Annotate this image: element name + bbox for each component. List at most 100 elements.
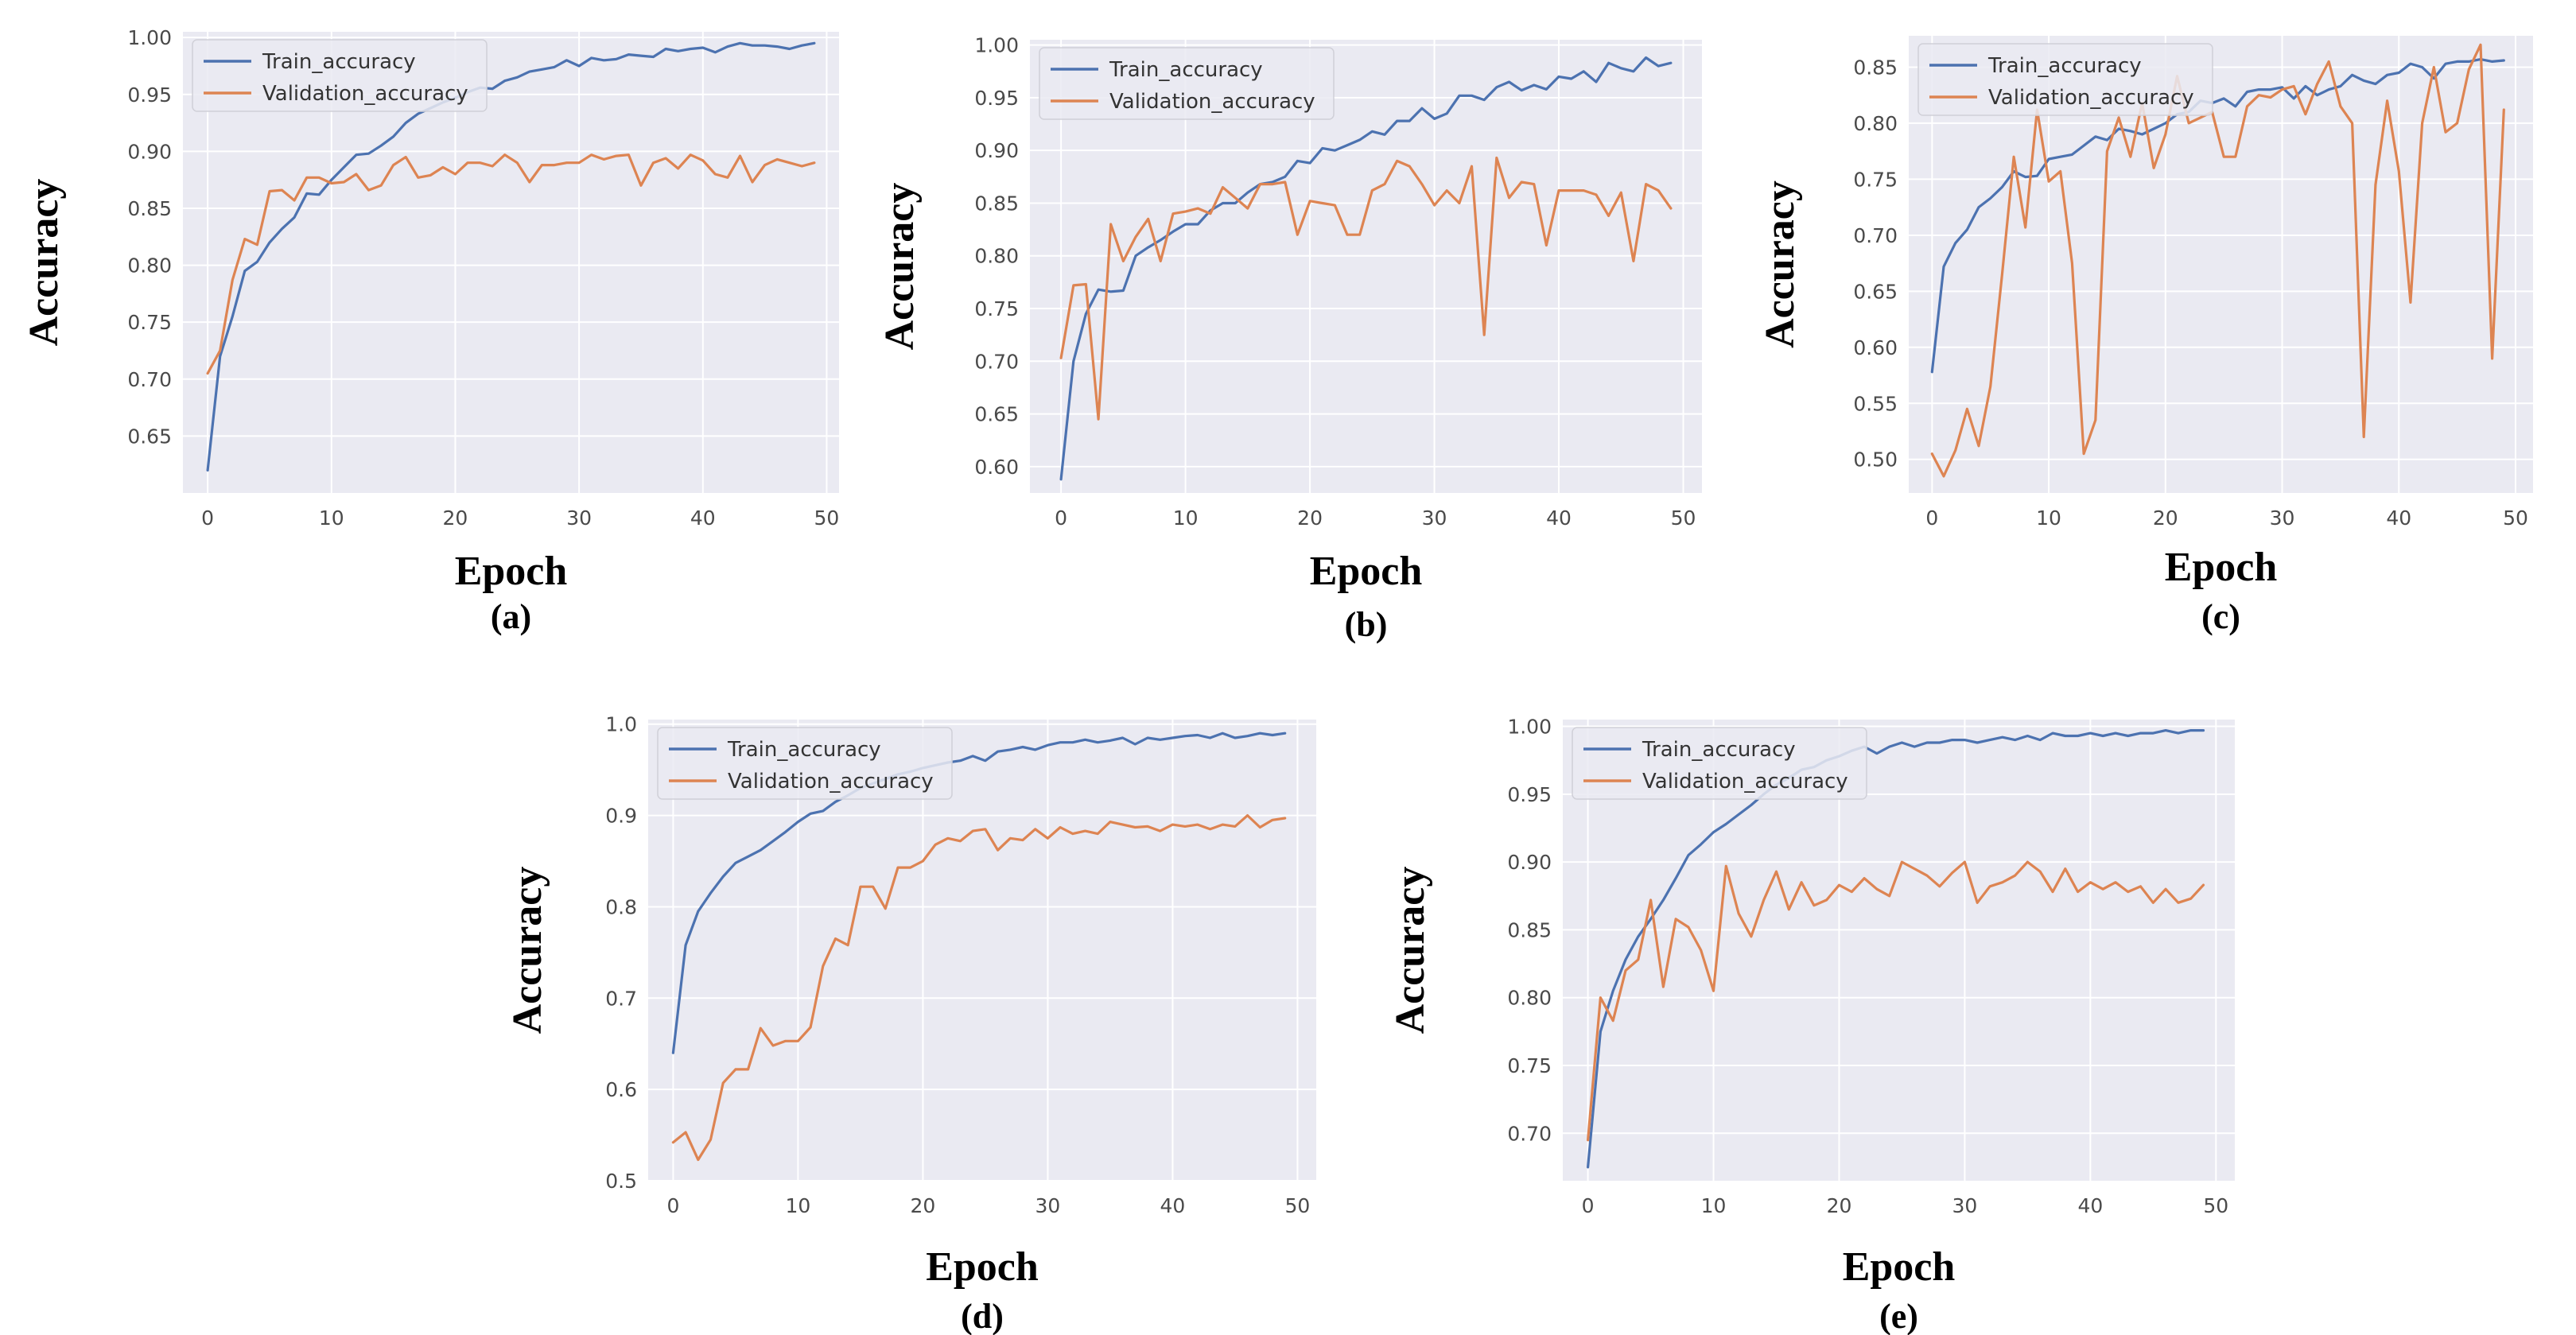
y-axis-label: Accuracy [505,867,550,1034]
series-line-train [1059,56,1673,481]
subfigure-caption: (c) [2201,597,2240,636]
chart-c: 0.50 0.55 0.60 0.65 0.70 0.75 0.80 0.85 0 10 20 30 4… [1758,36,2533,636]
chart-b: 0.60 0.65 0.70 0.75 0.80 0.85 0.90 0.95 1.00 0 10 2… [877,34,1702,644]
x-axis-label: Epoch [1843,1244,1956,1290]
chart-d: 0.5 0.6 0.7 0.8 0.9 1.0 0 10 20 30 40 50 Train_accur… [505,713,1316,1335]
y-tick-label: 0.90 [1507,851,1552,874]
subfigure-caption: (b) [1345,605,1388,644]
x-axis-label: Epoch [2165,545,2278,590]
y-tick-label: 0.95 [127,83,172,107]
y-tick-label: 0.50 [1853,448,1898,472]
x-axis-label: Epoch [455,549,568,594]
y-tick-label: 0.70 [1507,1122,1552,1145]
x-tick-label: 50 [1285,1194,1311,1217]
y-tick-label: 1.0 [605,713,637,736]
x-tick-label: 30 [1422,506,1447,530]
x-tick-label: 10 [1701,1194,1727,1217]
y-tick-label: 0.80 [1507,987,1552,1010]
x-tick-label: 30 [566,506,592,530]
x-tick-label: 50 [814,506,840,530]
legend-label: Train_accuracy [1109,58,1263,82]
x-tick-label: 0 [1055,506,1067,530]
y-tick-label: 0.75 [1853,168,1898,191]
legend-label: Validation_accuracy [1642,770,1848,794]
x-tick-label: 0 [201,506,214,530]
y-tick-label: 0.90 [127,140,172,163]
y-tick-label: 0.75 [127,311,172,334]
y-tick-label: 0.80 [127,254,172,277]
x-tick-label: 20 [2153,506,2178,530]
x-tick-label: 50 [2203,1194,2228,1217]
y-tick-label: 0.95 [974,87,1019,110]
y-tick-label: 0.5 [605,1170,637,1193]
x-tick-label: 10 [1173,506,1199,530]
subfigure-caption: (e) [1879,1297,1918,1335]
y-tick-label: 0.85 [127,197,172,220]
legend-box [1917,43,2213,116]
y-tick-label: 0.7 [605,987,637,1010]
series-line-validation [206,153,816,375]
x-tick-label: 0 [666,1194,679,1217]
y-tick-label: 0.85 [974,192,1019,215]
x-tick-label: 30 [2270,506,2295,530]
legend-box [657,727,953,800]
y-tick-label: 0.55 [1853,392,1898,415]
y-tick-label: 0.70 [974,350,1019,373]
x-tick-label: 40 [2386,506,2411,530]
x-tick-label: 0 [1925,506,1938,530]
y-tick-label: 1.00 [974,34,1019,57]
x-tick-label: 50 [2503,506,2528,530]
x-tick-label: 50 [1671,506,1696,530]
y-tick-label: 0.95 [1507,783,1552,806]
x-tick-label: 40 [1160,1194,1186,1217]
subfigure-caption: (a) [491,597,531,636]
y-tick-label: 0.70 [1853,224,1898,247]
y-tick-label: 0.75 [1507,1054,1552,1077]
series-line-train [1930,57,2505,374]
legend-label: Train_accuracy [727,738,881,762]
y-tick-label: 0.65 [127,425,172,448]
legend-label: Validation_accuracy [262,82,468,106]
y-tick-label: 1.00 [1507,716,1552,739]
x-tick-label: 40 [2077,1194,2103,1217]
y-tick-label: 0.90 [974,139,1019,162]
series-line-validation [1586,860,2205,1142]
y-tick-label: 0.80 [974,245,1019,268]
x-tick-label: 10 [319,506,344,530]
y-tick-label: 0.85 [1507,918,1552,941]
series-line-train [1586,728,2205,1169]
y-tick-label: 0.60 [1853,336,1898,359]
y-tick-label: 0.8 [605,895,637,918]
x-tick-label: 30 [1952,1194,1978,1217]
y-tick-label: 0.65 [1853,280,1898,303]
series-line-train [671,732,1287,1054]
chart-e: 0.70 0.75 0.80 0.85 0.90 0.95 1.00 0 10 20 30 40 50 T… [1388,716,2235,1335]
subfigure-caption: (d) [961,1297,1004,1335]
x-tick-label: 20 [1297,506,1323,530]
x-tick-label: 30 [1035,1194,1061,1217]
chart-a: 0.65 0.70 0.75 0.80 0.85 0.90 0.95 1.00 0 10 20 30 4… [21,26,839,636]
x-tick-label: 20 [443,506,468,530]
x-tick-label: 40 [690,506,716,530]
x-axis-label: Epoch [926,1244,1039,1290]
y-axis-label: Accuracy [21,179,67,347]
legend-label: Validation_accuracy [1109,90,1315,114]
y-tick-label: 0.9 [605,805,637,828]
x-tick-label: 20 [911,1194,936,1217]
x-tick-label: 10 [786,1194,811,1217]
legend-label: Train_accuracy [1642,738,1796,762]
y-axis-label: Accuracy [1758,180,1803,348]
y-tick-label: 0.75 [974,297,1019,320]
series-line-validation [671,813,1287,1162]
y-tick-label: 1.00 [127,26,172,49]
series-line-validation [1930,43,2505,478]
x-tick-label: 0 [1582,1194,1595,1217]
y-tick-label: 0.85 [1853,56,1898,79]
series-line-validation [1059,156,1673,421]
y-tick-label: 0.60 [974,456,1019,479]
legend-label: Validation_accuracy [728,770,934,794]
legend-box [1039,47,1335,120]
x-axis-label: Epoch [1310,549,1423,594]
y-axis-label: Accuracy [877,183,923,351]
